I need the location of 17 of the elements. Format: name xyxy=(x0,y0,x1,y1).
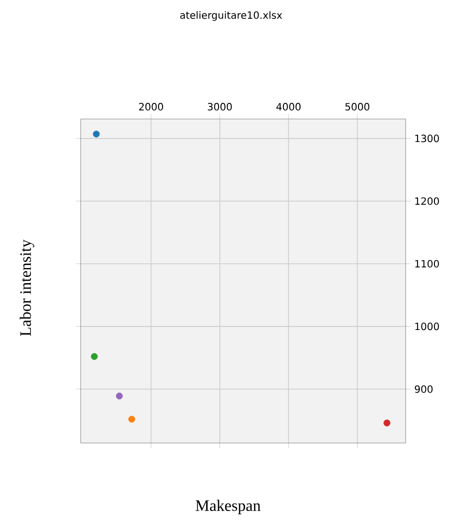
x-tick-label: 2000 xyxy=(139,102,164,110)
x-tick-label: 5000 xyxy=(345,102,370,110)
x-tick-label: 3000 xyxy=(208,102,232,110)
point xyxy=(128,416,136,423)
x-axis-title: Makespan xyxy=(196,500,261,514)
y-axis-title: Labor intensity xyxy=(20,240,34,336)
y-tick-label: 900 xyxy=(414,385,433,393)
point xyxy=(90,353,98,360)
y-tick-label: 1200 xyxy=(415,197,439,205)
point xyxy=(92,130,100,138)
chart-title: atelierguitare10.xlsx xyxy=(180,11,282,21)
y-tick-label: 1300 xyxy=(415,134,439,142)
point xyxy=(384,420,390,426)
y-tick-label: 1100 xyxy=(415,260,439,268)
y-tick-label: 1000 xyxy=(415,322,439,330)
point xyxy=(116,392,123,400)
x-tick-label: 4000 xyxy=(276,102,301,110)
